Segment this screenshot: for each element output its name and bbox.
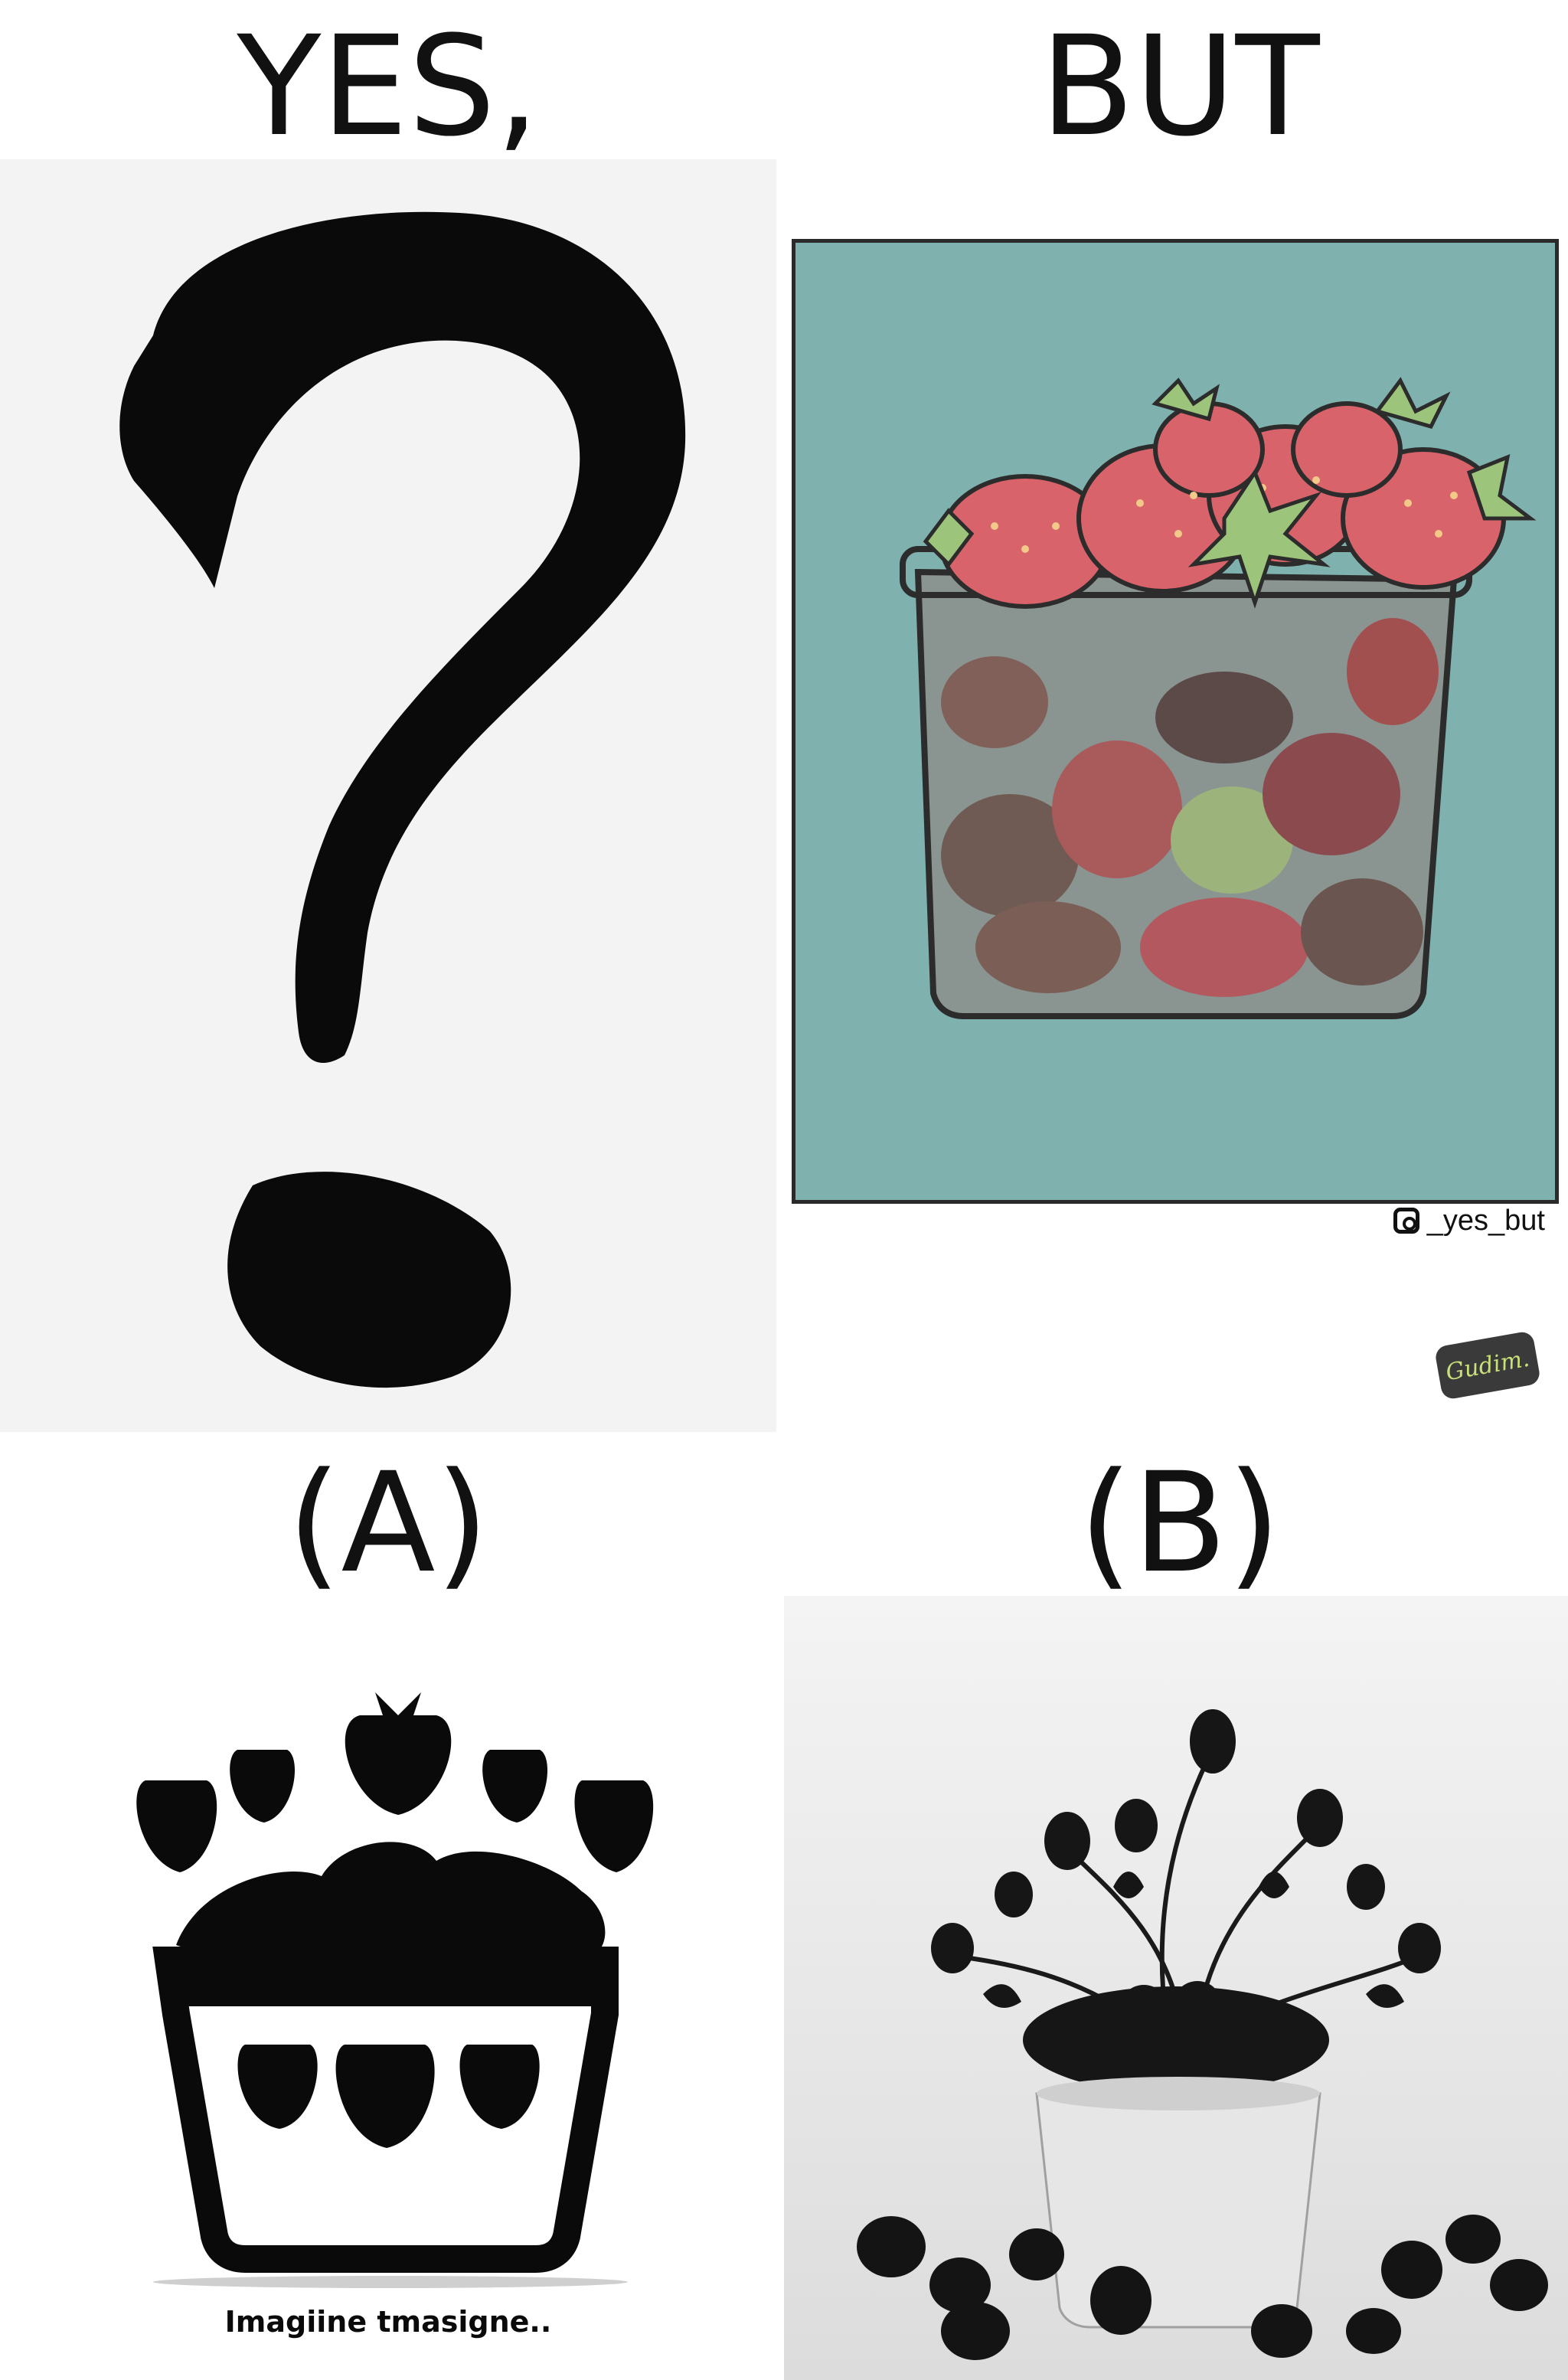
signature-badge: Gudim. [1433, 1330, 1542, 1401]
signature-text: Gudim. [1443, 1345, 1532, 1386]
caption-a: Imagiine tmasigne.. [225, 2305, 552, 2339]
label-a: (A) [287, 1443, 489, 1604]
instagram-handle: _yes_but [1426, 1204, 1545, 1237]
question-mark-icon [119, 211, 686, 1388]
but-heading: BUT [1040, 7, 1320, 167]
instagram-credit: _yes_but [1393, 1204, 1545, 1237]
but-panel: _yes_but Gudim. [792, 159, 1568, 1432]
strawberry-illustration [792, 239, 1559, 1204]
panel-b [784, 1596, 1568, 2380]
instagram-icon [1393, 1208, 1419, 1234]
yes-panel [0, 159, 776, 1432]
strawberry-basket-silhouette: Imagiine tmasigne.. [136, 1692, 654, 2339]
panel-a: Imagiine tmasigne.. [0, 1616, 776, 2380]
label-b: (B) [1079, 1443, 1281, 1604]
strawberry-pot-silhouette [857, 1709, 1548, 2360]
yes-heading: YES, [237, 7, 540, 167]
